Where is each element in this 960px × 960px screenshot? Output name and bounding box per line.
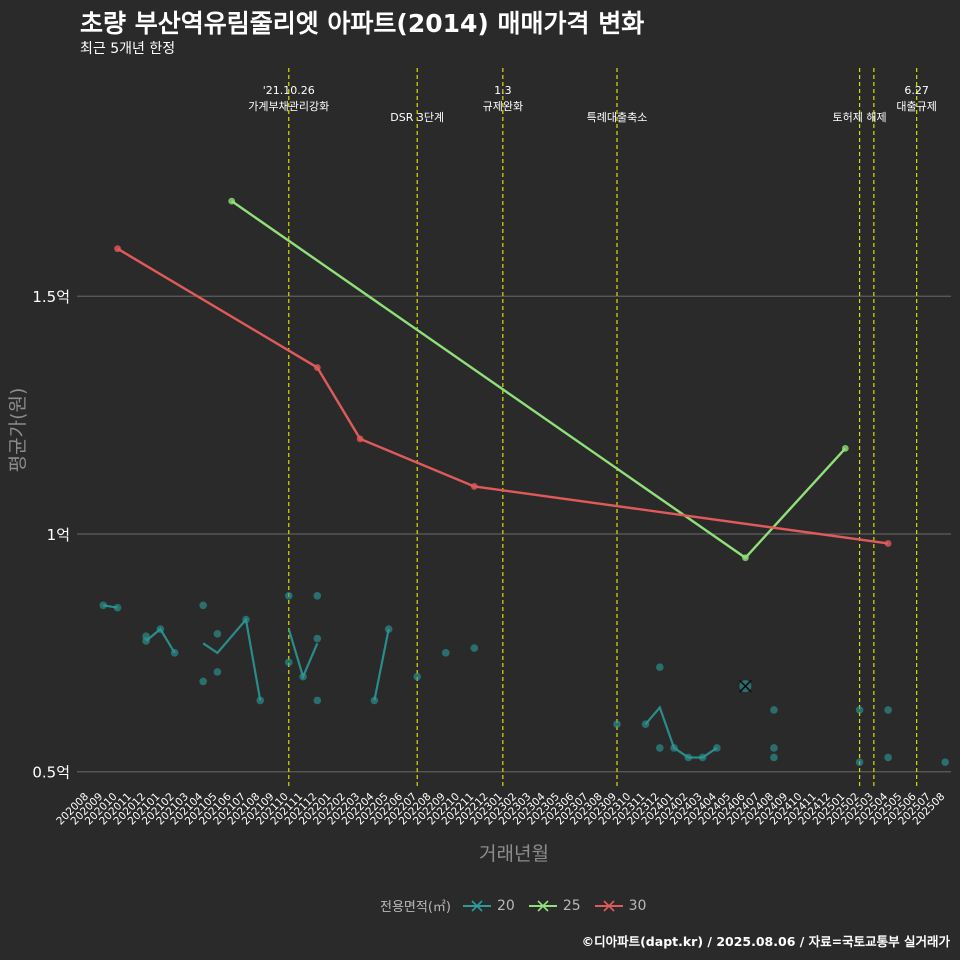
legend-label-30: 30 xyxy=(628,897,647,914)
series-20-point xyxy=(884,706,892,714)
highlight-cross xyxy=(738,679,752,693)
y-axis-title: 평균가(원) xyxy=(7,388,29,473)
series-20-line xyxy=(287,628,319,680)
series-20-point xyxy=(470,644,479,652)
event-label: 1.3 규제완화 xyxy=(483,84,523,113)
legend-key-25-icon xyxy=(528,899,557,912)
series-20-point xyxy=(213,630,222,638)
y-tick-label: 1억 xyxy=(47,526,70,544)
series-20-point xyxy=(313,696,322,705)
series-20-point xyxy=(170,649,179,657)
series-20-point xyxy=(855,758,864,767)
x-axis-title: 거래년월 xyxy=(479,843,549,865)
series-20-point xyxy=(156,625,165,633)
y-tick-label: 1.5억 xyxy=(32,288,70,306)
series-20-point xyxy=(770,753,778,762)
series-20-point xyxy=(113,603,122,612)
series-20-line xyxy=(202,617,262,701)
series-20-point xyxy=(441,649,450,657)
series-20-line xyxy=(373,628,390,701)
series-20-line xyxy=(644,705,718,759)
series-20-point xyxy=(313,634,322,643)
series-25-point xyxy=(841,444,849,452)
series-20-point xyxy=(142,637,150,645)
chart-title: 초량 부산역유림줄리엣 아파트(2014) 매매가격 변화 xyxy=(80,9,645,38)
legend-title: 전용면적(㎡) xyxy=(380,900,451,915)
series-20-point xyxy=(313,592,322,600)
series-20-point xyxy=(670,744,678,752)
series-20-point xyxy=(698,753,707,762)
series-20-point xyxy=(213,668,222,676)
series-30-point xyxy=(356,435,364,443)
event-label: '21.10.26 가계부채관리강화 xyxy=(248,84,329,113)
y-tick-label: 0.5억 xyxy=(32,764,70,782)
series-20-point xyxy=(713,744,721,752)
series-30-point xyxy=(470,483,478,490)
series-25-point xyxy=(228,197,236,205)
legend-label-20: 20 xyxy=(496,897,515,914)
series-30-point xyxy=(114,245,121,253)
legend-key-30-icon xyxy=(594,899,623,912)
series-20-point xyxy=(613,720,621,728)
series-20-point xyxy=(299,672,307,681)
series-20-point xyxy=(284,592,293,600)
source-caption: ©디아파트(dapt.kr) / 2025.08.06 / 자료=국토교통부 실… xyxy=(581,934,950,949)
legend: 전용면적(㎡) 20 25 30 xyxy=(380,896,652,916)
event-label: 6.27 대출규제 xyxy=(896,84,936,113)
series-20-point xyxy=(384,625,393,633)
series-30-point xyxy=(884,540,892,547)
legend-item-20: 20 xyxy=(462,897,515,915)
series-20-point xyxy=(770,706,778,714)
series-20-point xyxy=(656,663,664,671)
series-30-point xyxy=(313,364,321,371)
event-label: 토허제 해제 xyxy=(833,110,887,124)
legend-item-25: 25 xyxy=(528,897,581,915)
chart-subtitle: 최근 5개년 한정 xyxy=(80,41,176,57)
series-20-point xyxy=(770,744,778,752)
series-20-point xyxy=(99,601,108,610)
legend-label-25: 25 xyxy=(562,897,581,914)
series-20-point xyxy=(941,758,949,767)
series-20-point xyxy=(242,615,250,624)
event-label: DSR 3단계 xyxy=(390,111,444,124)
series-20-point xyxy=(855,706,864,714)
event-label: 특례대출축소 xyxy=(587,111,648,124)
series-20-point xyxy=(656,744,664,752)
series-25-point xyxy=(742,554,749,562)
series-20-point xyxy=(641,720,650,728)
series-20-point xyxy=(199,677,207,686)
series-20-point xyxy=(684,753,693,762)
series-20-point xyxy=(199,601,207,610)
series-20-point xyxy=(413,672,422,681)
series-20-point xyxy=(284,658,293,667)
legend-item-30: 30 xyxy=(594,897,647,915)
legend-key-20-icon xyxy=(462,899,491,912)
series-20-point xyxy=(256,696,265,705)
series-20-point xyxy=(370,696,379,705)
series-20-point xyxy=(884,753,892,762)
